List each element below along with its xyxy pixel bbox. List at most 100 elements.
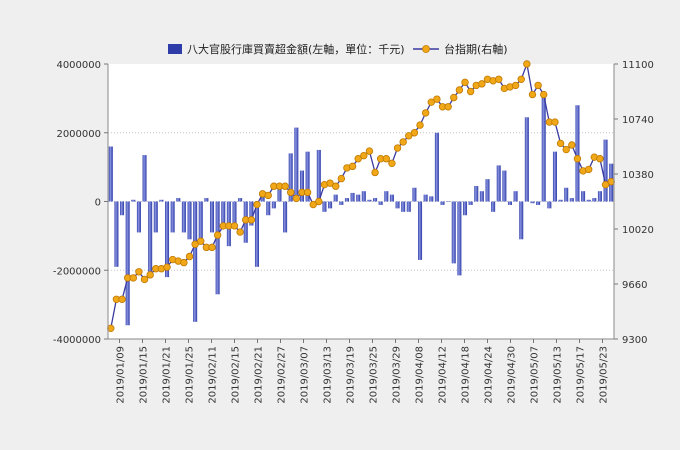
bar [148,201,153,278]
bar [558,199,563,202]
bar [165,201,170,278]
bar [569,198,574,202]
line-point [253,200,261,209]
line-point [528,90,537,99]
line-point [309,200,317,209]
bar [384,191,389,202]
line-series [107,60,615,333]
line-point [185,252,194,261]
bar [204,198,209,202]
bar [361,191,366,202]
x-axis-tick-label: 2019/03/29 [392,346,403,404]
bar [176,198,181,202]
bar [108,146,113,202]
line-point [129,274,137,282]
bar [193,201,198,322]
bar [277,187,282,202]
legend-line-label: 台指期(右軸) [444,42,508,56]
line-point [410,129,419,137]
line-point [562,145,570,154]
bar [575,105,580,202]
bar [322,201,327,212]
line-point [393,144,402,152]
line-point [540,90,548,99]
bar [299,170,304,202]
bar [181,201,186,233]
bar [547,201,552,209]
x-axis-tick-label: 2019/02/21 [254,346,265,404]
bar [462,201,468,216]
bar [530,201,535,204]
left-axis-tick-label: 0 [95,198,101,209]
bar [603,139,608,202]
bar [412,187,417,202]
bar [328,201,333,209]
bar [451,201,456,264]
line-point [466,87,475,96]
bar [496,165,501,202]
x-axis-tick-label: 2019/03/19 [346,346,357,404]
bar [221,201,226,229]
bar [513,191,518,202]
bar [271,201,276,209]
legend-bar-label: 八大官股行庫買賣超金額(左軸，單位：千元) [187,42,405,56]
line-point [360,151,368,160]
x-axis-tick-label: 2019/01/25 [185,346,196,404]
x-axis-tick-label: 2019/04/18 [461,346,472,404]
x-axis-tick-label: 2019/02/15 [231,346,242,404]
bar [457,201,462,276]
right-axis-tick-label: 10020 [622,225,654,236]
x-axis-tick-label: 2019/02/27 [277,346,288,404]
bar [592,198,597,202]
bar [474,186,479,202]
bar [215,201,220,295]
line-point [264,191,272,200]
left-axis-tick-label: -4000000 [53,335,101,346]
x-axis-tick-label: 2019/01/09 [116,346,127,404]
line-point [517,75,525,83]
bar [125,201,130,326]
legend-line-marker [422,45,430,53]
bar [541,93,546,202]
bar [524,117,529,202]
bar [170,201,175,233]
line-point [365,147,374,155]
bar [519,201,524,240]
bar [350,192,355,202]
line-point [287,188,295,197]
bar [266,201,271,216]
bar [401,201,406,212]
x-axis-tick-label: 2019/04/30 [507,346,518,404]
bar [502,170,507,202]
bar [114,201,119,267]
line-point [427,98,435,106]
bar [552,151,557,202]
bar [406,201,411,212]
bar [581,191,586,202]
bar [378,201,383,205]
bar [305,151,310,202]
bar [142,155,147,202]
line-point [208,243,216,252]
line-point [382,155,390,163]
bar [356,194,361,202]
line-point [461,78,469,87]
line-point [197,237,205,245]
line-point [292,194,301,203]
bar [232,201,237,226]
line-point [107,324,115,333]
bar [159,199,164,202]
line-point [180,258,188,267]
line-point [495,75,503,83]
bar [395,201,400,209]
bar [153,201,158,233]
line-point [607,177,615,186]
line-point [230,222,239,230]
x-axis-tick-label: 2019/05/13 [553,346,564,404]
bar [418,201,423,260]
bar [367,199,372,202]
line-point [236,228,244,236]
bar [446,201,451,202]
bar [187,201,192,240]
x-axis-tick-label: 2019/01/15 [139,346,150,404]
